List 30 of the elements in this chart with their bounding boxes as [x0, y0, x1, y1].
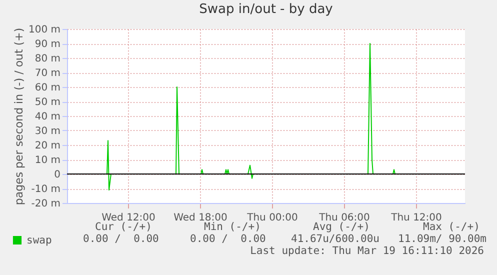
y-tick-label: 90 m [34, 39, 60, 50]
text: 0.00 / 0.00 [190, 233, 266, 245]
y-tick-label: 80 m [34, 54, 60, 64]
y-tick-label: 20 m [34, 140, 60, 152]
x-tick-label: Wed 18:00 [174, 212, 228, 224]
y-tick-label: 50 m [34, 97, 60, 108]
y-tick-label: -10 m [31, 184, 60, 195]
y-tick-label: -20 m [31, 198, 60, 210]
y-tick-label: 10 m [34, 155, 60, 166]
text: Last update: Thu Mar 19 16:11:10 2026 [250, 245, 484, 257]
text: Min (-/+) [204, 221, 261, 233]
text: Max (-/+) [423, 221, 480, 233]
y-tick-label: 70 m [34, 68, 60, 79]
text: Avg (-/+) [313, 221, 370, 233]
y-tick-label: 100 m [28, 24, 60, 36]
text: 11.09m/ 90.00m [398, 233, 487, 245]
x-tick-label: Thu 06:00 [318, 212, 370, 224]
x-tick-label: Thu 12:00 [390, 212, 442, 224]
y-tick-label: 40 m [34, 112, 60, 122]
y-axis-title: pages per second in (-) / out (+) [12, 28, 26, 206]
legend-label: swap [26, 234, 52, 246]
text: Cur (-/+) [95, 221, 152, 233]
text: 0.00 / 0.00 [83, 233, 159, 245]
chart-title: Swap in/out - by day [199, 2, 334, 17]
y-tick-label: 60 m [34, 82, 60, 94]
text: 41.67u/600.00u [291, 233, 380, 245]
y-tick-label: 0 [54, 170, 60, 180]
x-tick-label: Thu 00:00 [246, 212, 298, 224]
y-tick-label: 30 m [34, 126, 60, 137]
x-tick-label: Wed 12:00 [102, 212, 156, 224]
